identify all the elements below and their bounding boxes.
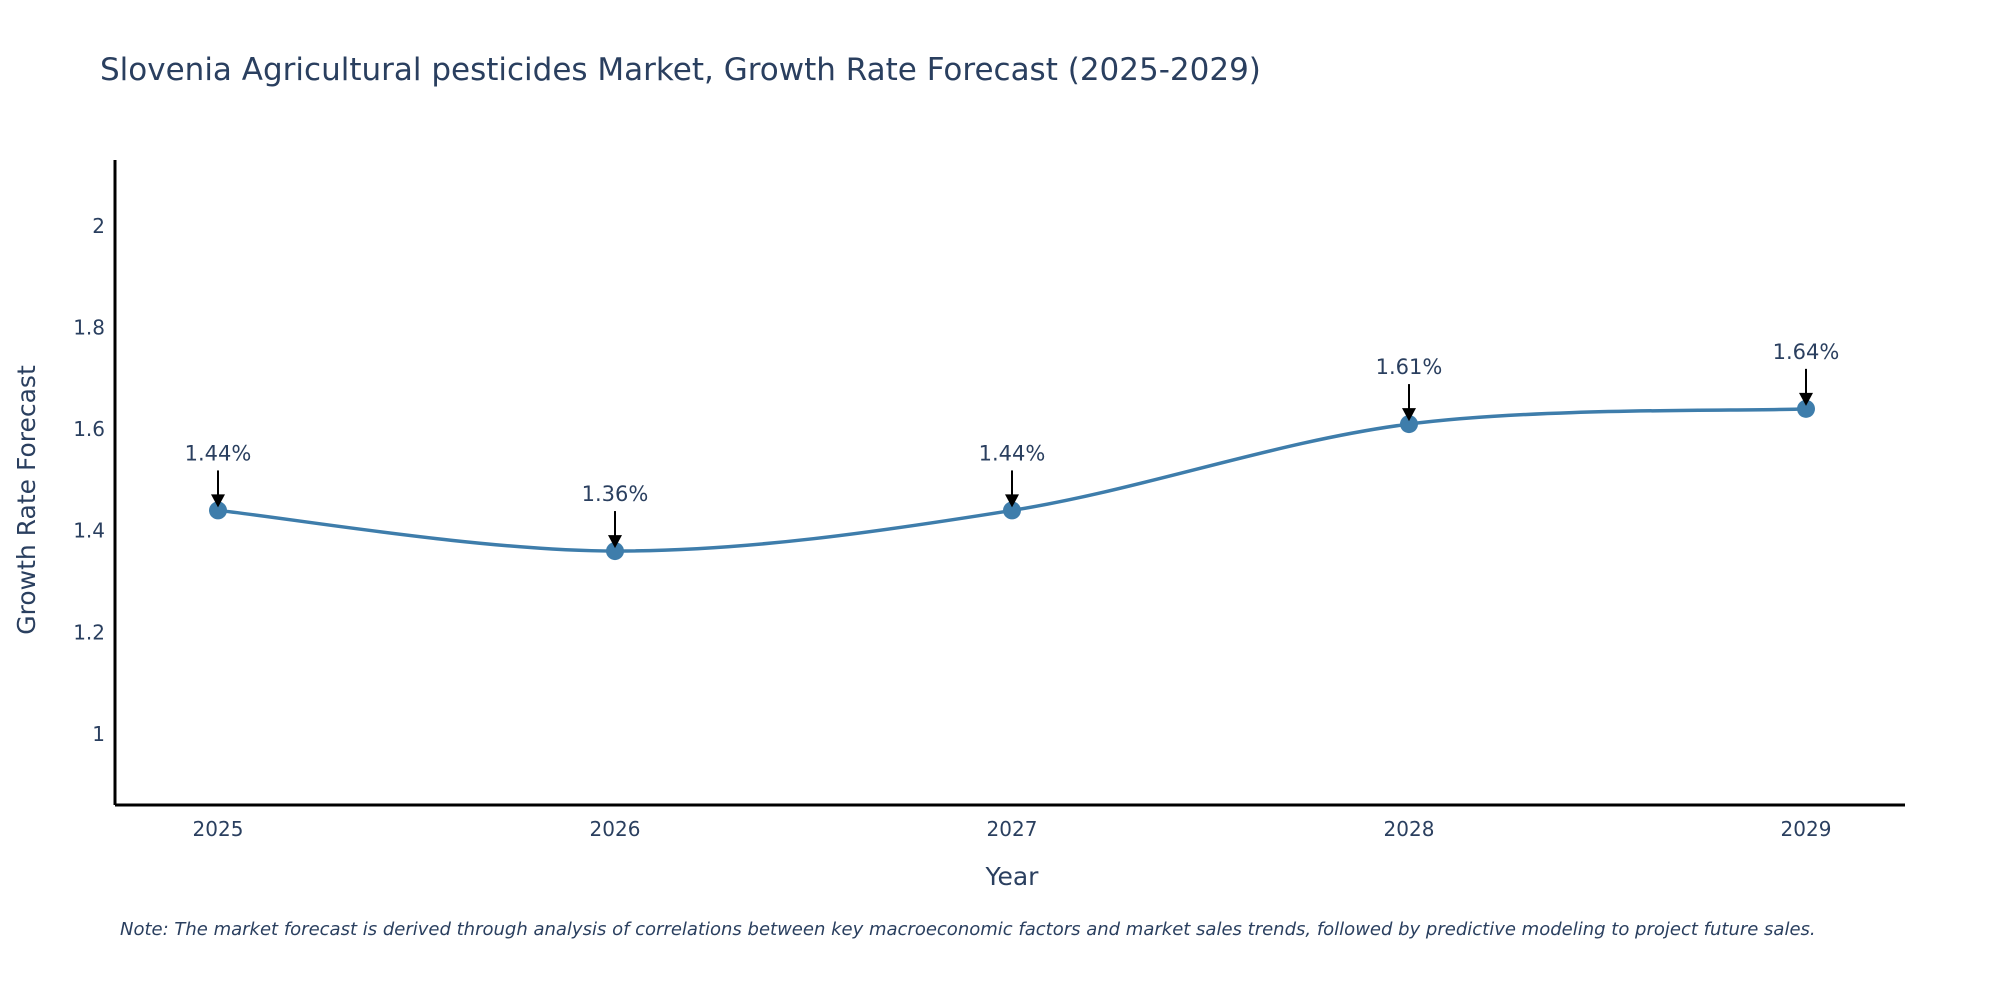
y-tick-label: 1.2 <box>73 620 105 644</box>
y-tick-label: 1.8 <box>73 316 105 340</box>
x-tick-label: 2029 <box>1781 817 1832 841</box>
annotation-arrowhead <box>1402 408 1416 422</box>
markers <box>209 399 1815 561</box>
annotation-arrowhead <box>608 535 622 549</box>
data-point <box>1003 501 1021 520</box>
x-tick-label: 2026 <box>590 817 641 841</box>
axes <box>113 160 1905 807</box>
data-point <box>606 542 624 561</box>
x-tick-label: 2028 <box>1384 817 1435 841</box>
x-axis-title: Year <box>985 862 1040 891</box>
annotation-arrowhead <box>1005 494 1019 508</box>
annotation-arrowhead <box>1799 392 1813 406</box>
x-tick-label: 2027 <box>987 817 1038 841</box>
footnote: Note: The market forecast is derived thr… <box>120 919 1816 940</box>
annotation-arrowhead <box>211 494 225 508</box>
y-tick-label: 2 <box>92 214 105 238</box>
x-ticks: 2025 2026 2027 2028 2029 <box>193 817 1832 841</box>
data-label: 1.44% <box>979 441 1046 465</box>
data-point <box>1400 415 1418 434</box>
annotations: 1.44% 1.36% 1.44% 1.61% 1.64% <box>185 340 1840 549</box>
data-point <box>1797 399 1815 418</box>
data-label: 1.61% <box>1376 355 1443 379</box>
data-label: 1.44% <box>185 441 252 465</box>
y-tick-label: 1 <box>92 722 105 746</box>
x-tick-label: 2025 <box>193 817 244 841</box>
y-axis-title: Growth Rate Forecast <box>12 365 41 635</box>
data-label: 1.64% <box>1773 340 1840 364</box>
chart-title: Slovenia Agricultural pesticides Market,… <box>100 52 1261 88</box>
y-tick-label: 1.6 <box>73 417 105 441</box>
data-point <box>209 501 227 520</box>
y-tick-label: 1.4 <box>73 519 105 543</box>
data-label: 1.36% <box>582 482 649 506</box>
y-ticks: 1 1.2 1.4 1.6 1.8 2 <box>73 214 105 746</box>
